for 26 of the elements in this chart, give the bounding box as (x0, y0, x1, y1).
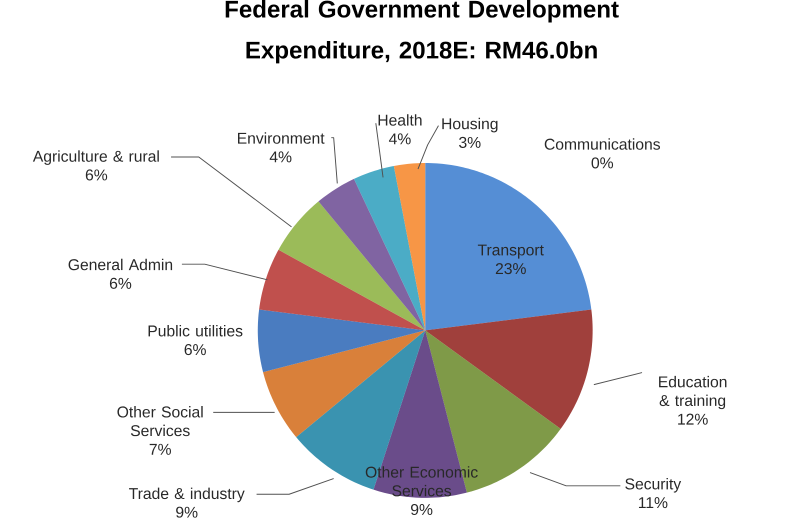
text: 0% (592, 157, 614, 169)
slice-label: Health (378, 114, 422, 126)
data-label: 4% (270, 152, 292, 163)
data-label: 6% (110, 278, 132, 290)
data-label: 12% (678, 414, 708, 425)
slice-label: Trade & industry (129, 488, 245, 502)
slice-label: Housing (442, 118, 498, 133)
data-label: 3% (459, 136, 481, 148)
data-label: 7% (150, 444, 171, 455)
slice-label: Transport (478, 244, 544, 259)
slice-label: Education & training (659, 376, 726, 410)
data-label: 23% (496, 263, 526, 274)
slice-label: Environment (238, 132, 324, 144)
slice-label: Agriculture & rural (32, 150, 159, 166)
data-label: 4% (388, 133, 411, 144)
slice-label: General Admin (68, 258, 172, 270)
data-label: 6% (184, 344, 206, 356)
data-label: 6% (86, 170, 108, 181)
data-label: 11% (638, 497, 668, 508)
chart-title: Federal Government Development Expenditure, 2018E: RM46.0bn (226, 0, 619, 64)
slice-label: Other Social Services (117, 406, 203, 436)
data-label: 9% (176, 506, 198, 518)
category-label: Communications (544, 138, 660, 150)
slice-label: Security (625, 478, 682, 493)
data-label: 9% (411, 504, 432, 516)
slice-label: Public utilities (148, 325, 242, 337)
